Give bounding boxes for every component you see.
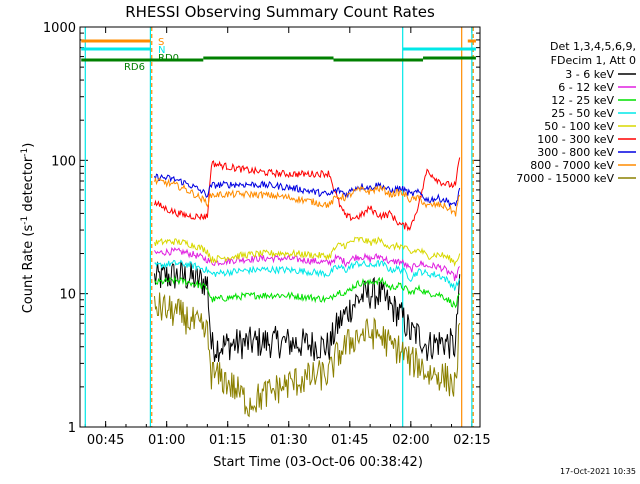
series-line-1 (154, 247, 461, 281)
x-tick-label-4: 01:45 (331, 433, 368, 448)
legend-label-5: 100 - 300 keV (537, 133, 614, 146)
series-line-6 (154, 173, 461, 208)
legend-header-line-1: Det 1,3,4,5,6,9, (550, 40, 636, 53)
plot-layer: 00:45 01:00 01:15 01:30 01:45 02:00 02:15 1 10 10… (43, 21, 491, 448)
x-tick-label-2: 01:15 (209, 433, 246, 448)
y-tick-label-3: 1000 (43, 21, 76, 36)
series-line-5 (154, 157, 461, 232)
x-tick-label-6: 02:15 (453, 433, 490, 448)
chart-title: RHESSI Observing Summary Count Rates (125, 3, 435, 21)
y-tick-label-2: 100 (51, 154, 76, 169)
series-line-8 (154, 292, 461, 418)
x-axis-label: Start Time (03-Oct-06 00:38:42) (213, 455, 423, 470)
y-axis-label: Count Rate (s-1 detector-1) (20, 143, 36, 314)
plot-frame (79, 26, 481, 428)
series-line-2 (154, 275, 461, 309)
series-line-3 (154, 259, 461, 291)
legend-label-1: 6 - 12 keV (558, 81, 614, 94)
y-tick-label-0: 1 (68, 421, 76, 436)
legend-label-6: 300 - 800 keV (537, 146, 614, 159)
legend-header-line-2: FDecim 1, Att 0 (551, 54, 636, 67)
series-line-4 (154, 236, 461, 268)
x-tick-label-5: 02:00 (392, 433, 429, 448)
legend-label-2: 12 - 25 keV (551, 94, 614, 107)
flag-label-rd0: RD0 (158, 53, 179, 64)
x-tick-label-3: 01:30 (270, 433, 307, 448)
series-line-7 (154, 176, 461, 217)
legend-label-0: 3 - 6 keV (565, 68, 614, 81)
flag-label-s: S (158, 37, 164, 48)
flag-label-n: N (158, 45, 165, 56)
legend-label-7: 800 - 7000 keV (530, 159, 614, 172)
x-tick-label-0: 00:45 (87, 433, 124, 448)
x-tick-label-1: 01:00 (148, 433, 185, 448)
y-tick-label-1: 10 (59, 288, 76, 303)
legend-label-3: 25 - 50 keV (551, 107, 614, 120)
timestamp: 17-Oct-2021 10:35 (560, 467, 636, 476)
flag-label-rd6: RD6 (124, 62, 145, 73)
legend-label-8: 7000 - 15000 keV (516, 172, 614, 185)
legend-label-4: 50 - 100 keV (544, 120, 614, 133)
series-line-0 (154, 260, 461, 362)
